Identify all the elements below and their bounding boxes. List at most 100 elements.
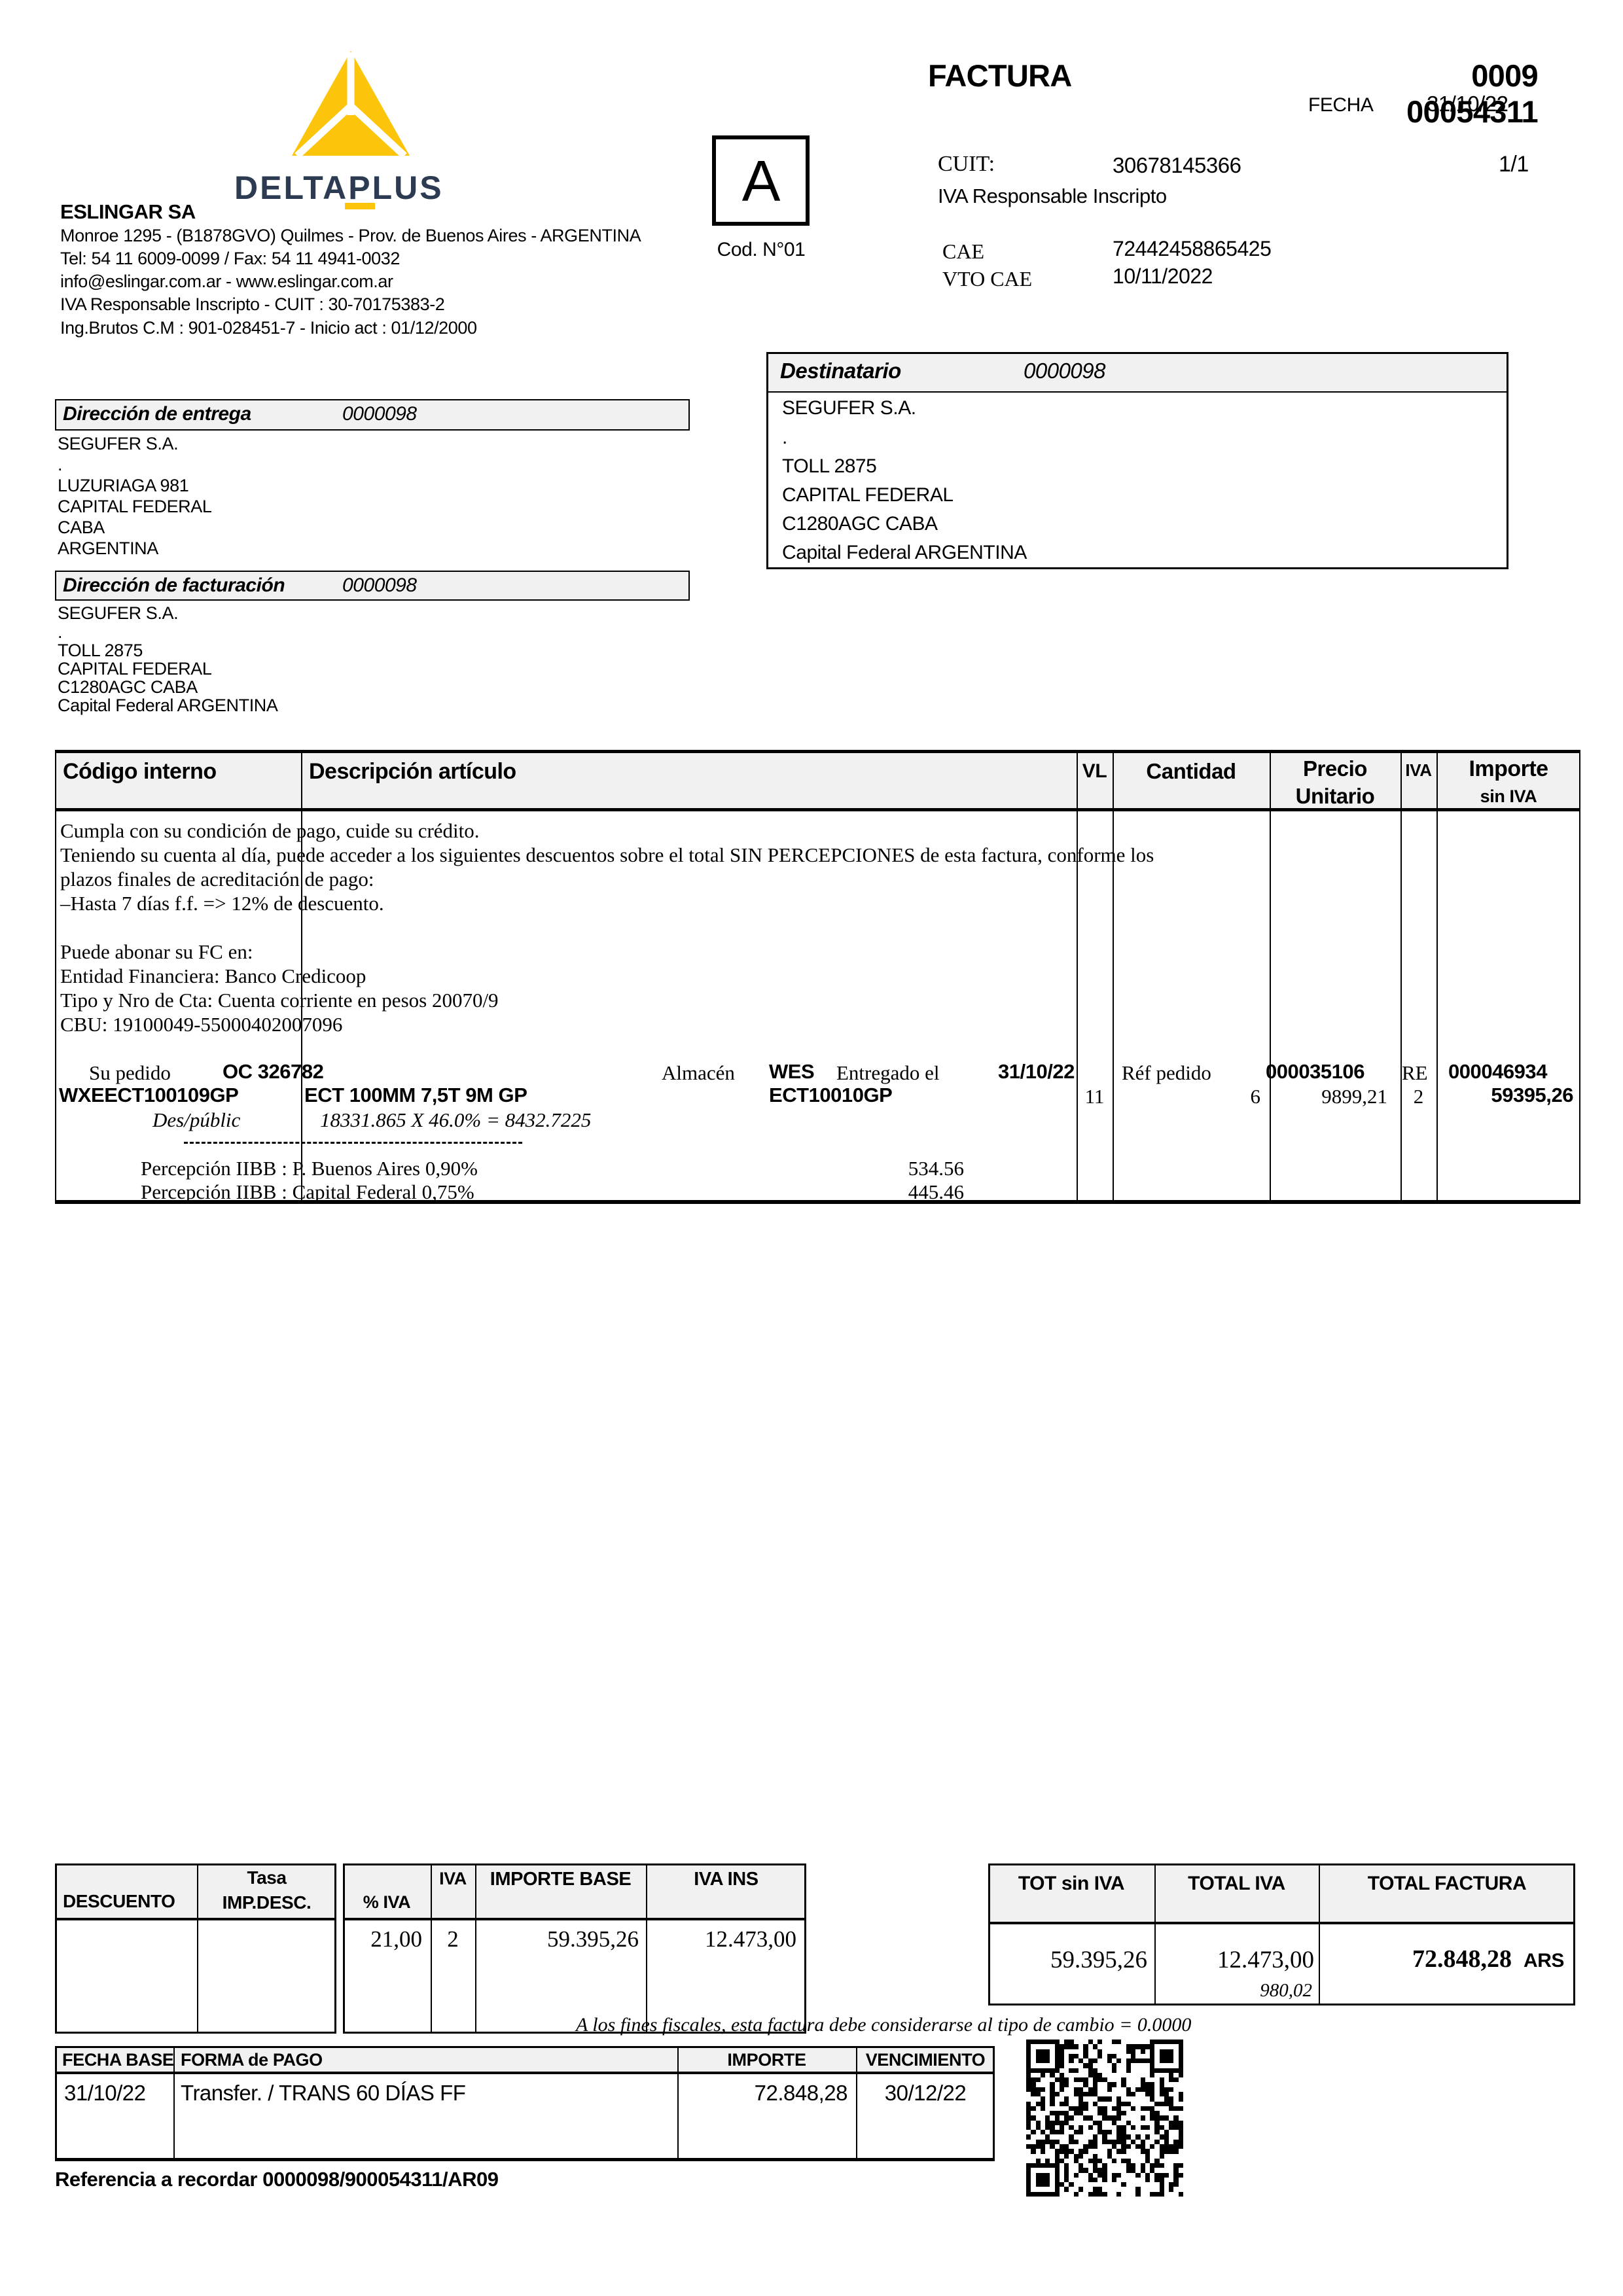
cae-value: 72442458865425 <box>1113 237 1272 260</box>
invoice-number: 0009 00054311 <box>1406 58 1539 129</box>
percepcion-label: Percepción IIBB : P. Buenos Aires 0,90% <box>141 1157 478 1180</box>
ref-pedido-value: 000035106 <box>1266 1060 1364 1083</box>
facturacion-code: 0000098 <box>342 574 417 596</box>
qr-code <box>1026 2040 1183 2197</box>
entrega-line: CAPITAL FEDERAL <box>58 497 212 516</box>
brand-wordmark: DELTAPLUS <box>234 169 444 206</box>
iva-box-header <box>345 1865 804 1920</box>
item-cantidad: 6 <box>1250 1085 1261 1108</box>
reference-line: Referencia a recordar 0000098/900054311/… <box>55 2168 499 2191</box>
pct-iva-header-label: % IVA <box>363 1892 411 1912</box>
percepcion-amount: 534.56 <box>908 1157 964 1180</box>
total-iva-label: TOTAL IVA <box>1188 1873 1285 1894</box>
fecha-base-value: 31/10/22 <box>64 2081 146 2105</box>
items-column-divider <box>1436 750 1438 1204</box>
total-factura-value: 72.848,28 <box>1412 1945 1512 1973</box>
iva-condition: IVA Responsable Inscripto <box>938 185 1167 207</box>
notice-line: Cumpla con su condición de pago, cuide s… <box>60 819 480 842</box>
facturacion-line: C1280AGC CABA <box>58 677 198 697</box>
iva-header-label: IVA <box>439 1869 467 1888</box>
descuento-box-divider <box>197 1863 198 2034</box>
percepcion-amount: 445.46 <box>908 1180 964 1203</box>
notice-line: Tipo y Nro de Cta: Cuenta corriente en p… <box>60 989 499 1012</box>
notice-line: Puede abonar su FC en: <box>60 940 253 963</box>
cae-label: CAE <box>942 239 984 263</box>
facturacion-line: Capital Federal ARGENTINA <box>58 696 278 715</box>
descuento-label: Des/públic <box>152 1108 241 1131</box>
item-vl: 11 <box>1084 1085 1105 1108</box>
importe-base-header-label: IMPORTE BASE <box>490 1869 632 1890</box>
totals-box <box>988 1863 1575 2005</box>
seller-email-line: info@eslingar.com.ar - www.eslingar.com.… <box>60 272 393 291</box>
notice-line: Entidad Financiera: Banco Credicoop <box>60 964 366 987</box>
dashed-separator <box>184 1142 522 1144</box>
payment-column-divider <box>173 2046 175 2161</box>
total-factura-label: TOTAL FACTURA <box>1367 1873 1527 1894</box>
importe-base-value: 59.395,26 <box>547 1926 639 1952</box>
seller-name: ESLINGAR SA <box>60 200 196 223</box>
destinatario-line: . <box>782 427 787 448</box>
item-descripcion: ECT 100MM 7,5T 9M GP <box>304 1084 527 1106</box>
vto-cae-label: VTO CAE <box>942 267 1033 291</box>
importe-value: 72.848,28 <box>754 2081 848 2105</box>
tot-sin-iva-value: 59.395,26 <box>1050 1947 1147 1973</box>
remito-value: 000046934 <box>1448 1060 1547 1083</box>
destinatario-code: 0000098 <box>1024 359 1106 383</box>
almacen-label: Almacén <box>662 1061 735 1084</box>
entrega-code: 0000098 <box>342 403 417 425</box>
cuit-label: CUIT: <box>938 152 995 176</box>
items-column-divider <box>301 750 302 1204</box>
pct-iva-value: 21,00 <box>370 1926 422 1952</box>
payment-column-divider <box>677 2046 679 2161</box>
item-precio-unitario: 9899,21 <box>1321 1085 1387 1108</box>
facturacion-header-box <box>55 571 690 601</box>
entrega-line: LUZURIAGA 981 <box>58 476 189 495</box>
descuento-detail: 18331.865 X 46.0% = 8432.7225 <box>320 1108 592 1131</box>
fecha-base-label: FECHA BASE <box>62 2050 174 2070</box>
seller-phone-line: Tel: 54 11 6009-0099 / Fax: 54 11 4941-0… <box>60 249 400 268</box>
items-table-header <box>55 750 1580 811</box>
items-column-divider <box>1077 750 1078 1204</box>
ref-pedido-label: Réf pedido <box>1122 1061 1211 1084</box>
destinatario-line: SEGUFER S.A. <box>782 397 916 419</box>
seller-iva-line: IVA Responsable Inscripto - CUIT : 30-70… <box>60 294 445 314</box>
importe-label: IMPORTE <box>727 2050 806 2070</box>
col-header-descripcion: Descripción artículo <box>309 759 516 784</box>
tasa-header-label-1: Tasa <box>247 1867 287 1888</box>
vencimiento-value: 30/12/22 <box>884 2081 967 2105</box>
percepcion-label: Percepción IIBB : Capital Federal 0,75% <box>141 1180 474 1203</box>
totals-box-header <box>990 1865 1573 1924</box>
iva-box-divider <box>431 1863 432 2034</box>
items-column-divider <box>1270 750 1271 1204</box>
col-header-precio-1: Precio <box>1303 756 1367 781</box>
notice-line: –Hasta 7 días f.f. => 12% de descuento. <box>60 892 384 915</box>
cuit-value: 30678145366 <box>1113 153 1241 177</box>
invoice-letter: A <box>741 149 781 213</box>
items-table-body <box>55 811 1580 1204</box>
destinatario-box <box>766 352 1508 569</box>
facturacion-line: TOLL 2875 <box>58 641 143 660</box>
tot-sin-iva-label: TOT sin IVA <box>1018 1873 1125 1894</box>
col-header-precio-2: Unitario <box>1295 784 1375 808</box>
payment-table <box>55 2046 995 2161</box>
invoice-title: FACTURA <box>928 58 1072 93</box>
su-pedido-value: OC 326782 <box>223 1060 324 1083</box>
iva-secondary-value: 980,02 <box>1260 1980 1312 2001</box>
seller-ingbrutos-line: Ing.Brutos C.M : 901-028451-7 - Inicio a… <box>60 318 477 338</box>
col-header-vl: VL <box>1082 760 1107 782</box>
entrega-line: SEGUFER S.A. <box>58 434 179 453</box>
item-codigo: WXEECT100109GP <box>59 1084 239 1106</box>
tasa-header-label-2: IMP.DESC. <box>222 1892 312 1913</box>
payment-column-divider <box>856 2046 857 2161</box>
iva-code-value: 2 <box>447 1926 459 1952</box>
re-label: RE <box>1402 1061 1428 1084</box>
destinatario-line: TOLL 2875 <box>782 455 877 477</box>
entregado-value: 31/10/22 <box>998 1060 1075 1083</box>
item-iva: 2 <box>1413 1085 1424 1108</box>
entregado-label: Entregado el <box>836 1061 940 1084</box>
seller-address-line: Monroe 1295 - (B1878GVO) Quilmes - Prov.… <box>60 226 641 245</box>
destinatario-line: C1280AGC CABA <box>782 513 938 535</box>
vencimiento-label: VENCIMIENTO <box>865 2050 986 2070</box>
currency-label: ARS <box>1524 1950 1564 1971</box>
